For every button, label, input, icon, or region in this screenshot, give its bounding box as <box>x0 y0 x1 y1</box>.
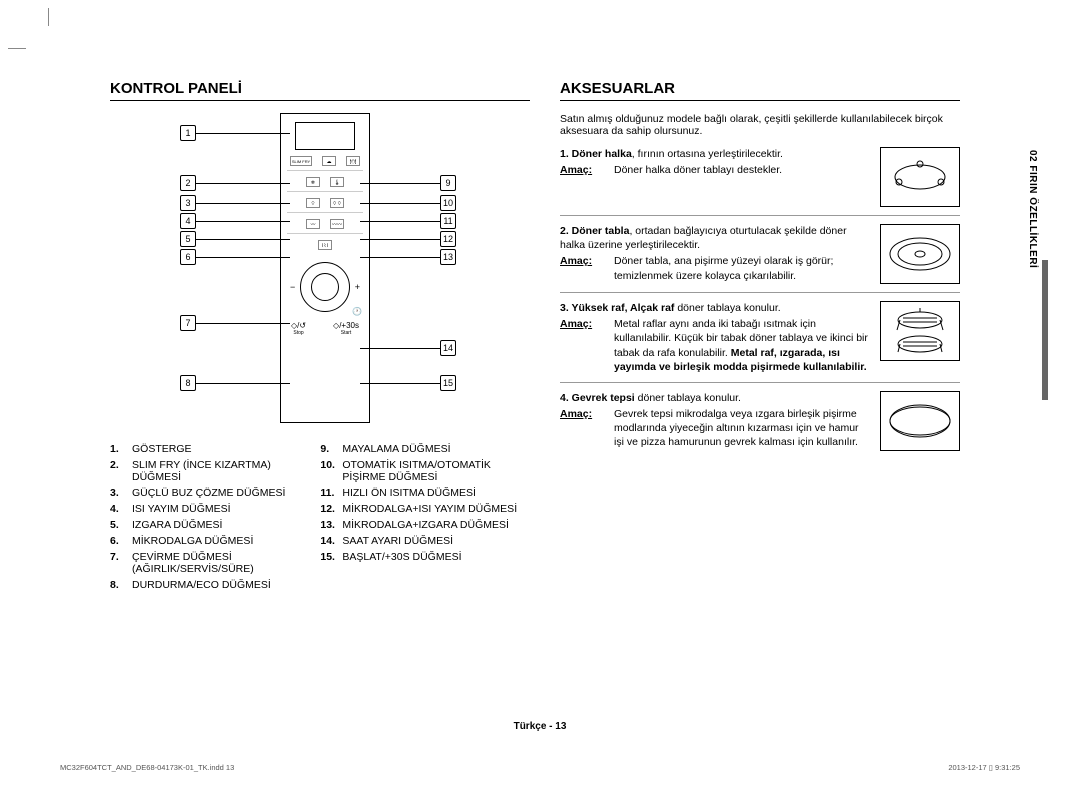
amac-label: Amaç: <box>560 254 604 282</box>
clock-icon: 🕐 <box>352 307 362 316</box>
preheat-icon: 🌡 <box>330 177 344 187</box>
print-footer: MC32F604TCT_AND_DE68-04173K-01_TK.indd 1… <box>60 763 1020 772</box>
control-panel-diagram: SLIM FRY ☁ 🍽 ❄ 🌡 ⌔ ⌔⌔ 〰 〰〰 <box>180 113 460 423</box>
crop-mark <box>48 8 49 26</box>
microwave-icon: ⌇⌇⌇ <box>318 240 332 250</box>
page-number: Türkçe - 13 <box>0 721 1080 732</box>
left-column: KONTROL PANELİ SLIM FRY ☁ 🍽 ❄ 🌡 ⌔ ⌔ <box>110 80 530 595</box>
button-row-2: ❄ 🌡 <box>281 177 369 187</box>
button-row-4: 〰 〰〰 <box>281 219 369 229</box>
stop-eco-icon: ◇/↺ <box>291 322 306 330</box>
legend-item: 7.ÇEVİRME DÜĞMESİ (AĞIRLIK/SERVİS/SÜRE) <box>110 551 302 575</box>
accessory-thumbnail <box>880 301 960 361</box>
bottom-buttons: ◇/↺ Stop ◇/+30s Start <box>281 322 369 336</box>
legend-item: 10.OTOMATİK ISITMA/OTOMATİK PİŞİRME DÜĞM… <box>320 459 530 483</box>
defrost-icon: ❄ <box>306 177 320 187</box>
side-tab-label: 02 FIRIN ÖZELLİKLERİ <box>1027 150 1038 268</box>
amac-label: Amaç: <box>560 317 604 374</box>
callout-5: 5 <box>180 231 196 247</box>
legend-item: 8.DURDURMA/ECO DÜĞMESİ <box>110 579 302 591</box>
accessory-thumbnail <box>880 224 960 284</box>
accessory-item: 2. Döner tabla, ortadan bağlayıcıya otur… <box>560 215 960 284</box>
crop-mark <box>8 48 26 49</box>
callout-10: 10 <box>440 195 456 211</box>
legend-item: 11.HIZLI ÖN ISITMA DÜĞMESİ <box>320 487 530 499</box>
legend-item: 1.GÖSTERGE <box>110 443 302 455</box>
legend-item: 13.MİKRODALGA+IZGARA DÜĞMESİ <box>320 519 530 531</box>
legend-item: 9.MAYALAMA DÜĞMESİ <box>320 443 530 455</box>
callout-1: 1 <box>180 125 196 141</box>
legend-item: 5.IZGARA DÜĞMESİ <box>110 519 302 531</box>
callout-9: 9 <box>440 175 456 191</box>
callout-6: 6 <box>180 249 196 265</box>
button-row-3: ⌔ ⌔⌔ <box>281 198 369 208</box>
legend: 1.GÖSTERGE 2.SLIM FRY (İNCE KIZARTMA) DÜĞ… <box>110 443 530 595</box>
stop-label: Stop <box>293 330 303 336</box>
start-30s-icon: ◇/+30s <box>333 322 359 330</box>
accessories-intro: Satın almış olduğunuz modele bağlı olara… <box>560 113 960 137</box>
section-title-kontrol: KONTROL PANELİ <box>110 80 530 101</box>
accessory-item: 4. Gevrek tepsi döner tablaya konulur.Am… <box>560 382 960 451</box>
callout-8: 8 <box>180 375 196 391</box>
button-row-5: ⌇⌇⌇ <box>281 240 369 250</box>
display-area <box>295 122 355 150</box>
accessory-item: 3. Yüksek raf, Alçak raf döner tablaya k… <box>560 292 960 374</box>
legend-item: 14.SAAT AYARI DÜĞMESİ <box>320 535 530 547</box>
grill-icon: 〰 <box>306 219 320 229</box>
slim-fry-button-icon: SLIM FRY <box>290 156 312 166</box>
section-title-aksesuarlar: AKSESUARLAR <box>560 80 960 101</box>
legend-item: 6.MİKRODALGA DÜĞMESİ <box>110 535 302 547</box>
callout-14: 14 <box>440 340 456 356</box>
legend-item: 4.ISI YAYIM DÜĞMESİ <box>110 503 302 515</box>
amac-label: Amaç: <box>560 407 604 450</box>
callout-12: 12 <box>440 231 456 247</box>
plus-icon: + <box>355 282 360 292</box>
callout-15: 15 <box>440 375 456 391</box>
accessory-item: 1. Döner halka, fırının ortasına yerleşt… <box>560 147 960 207</box>
legend-item: 3.GÜÇLÜ BUZ ÇÖZME DÜĞMESİ <box>110 487 302 499</box>
legend-item: 2.SLIM FRY (İNCE KIZARTMA) DÜĞMESİ <box>110 459 302 483</box>
callout-11: 11 <box>440 213 456 229</box>
callout-3: 3 <box>180 195 196 211</box>
mw-convection-icon: ⌔⌔ <box>330 198 344 208</box>
start-label: Start <box>341 330 352 336</box>
right-column: AKSESUARLAR Satın almış olduğunuz modele… <box>560 80 1020 595</box>
print-file: MC32F604TCT_AND_DE68-04173K-01_TK.indd 1… <box>60 763 234 772</box>
auto-cook-icon: 🍽 <box>346 156 360 166</box>
callout-2: 2 <box>180 175 196 191</box>
legend-item: 15.BAŞLAT/+30S DÜĞMESİ <box>320 551 530 563</box>
dial: − + 🕐 <box>300 262 350 312</box>
callout-13: 13 <box>440 249 456 265</box>
callout-4: 4 <box>180 213 196 229</box>
print-timestamp: 2013-12-17 ▯ 9:31:25 <box>948 763 1020 772</box>
minus-icon: − <box>290 282 295 292</box>
mw-grill-icon: 〰〰 <box>330 219 344 229</box>
button-row-1: SLIM FRY ☁ 🍽 <box>281 156 369 166</box>
dough-rise-icon: ☁ <box>322 156 336 166</box>
legend-item: 12.MİKRODALGA+ISI YAYIM DÜĞMESİ <box>320 503 530 515</box>
side-tab-bar <box>1042 260 1048 400</box>
accessory-thumbnail <box>880 147 960 207</box>
accessory-thumbnail <box>880 391 960 451</box>
panel-body: SLIM FRY ☁ 🍽 ❄ 🌡 ⌔ ⌔⌔ 〰 〰〰 <box>280 113 370 423</box>
convection-icon: ⌔ <box>306 198 320 208</box>
amac-label: Amaç: <box>560 163 604 177</box>
callout-7: 7 <box>180 315 196 331</box>
